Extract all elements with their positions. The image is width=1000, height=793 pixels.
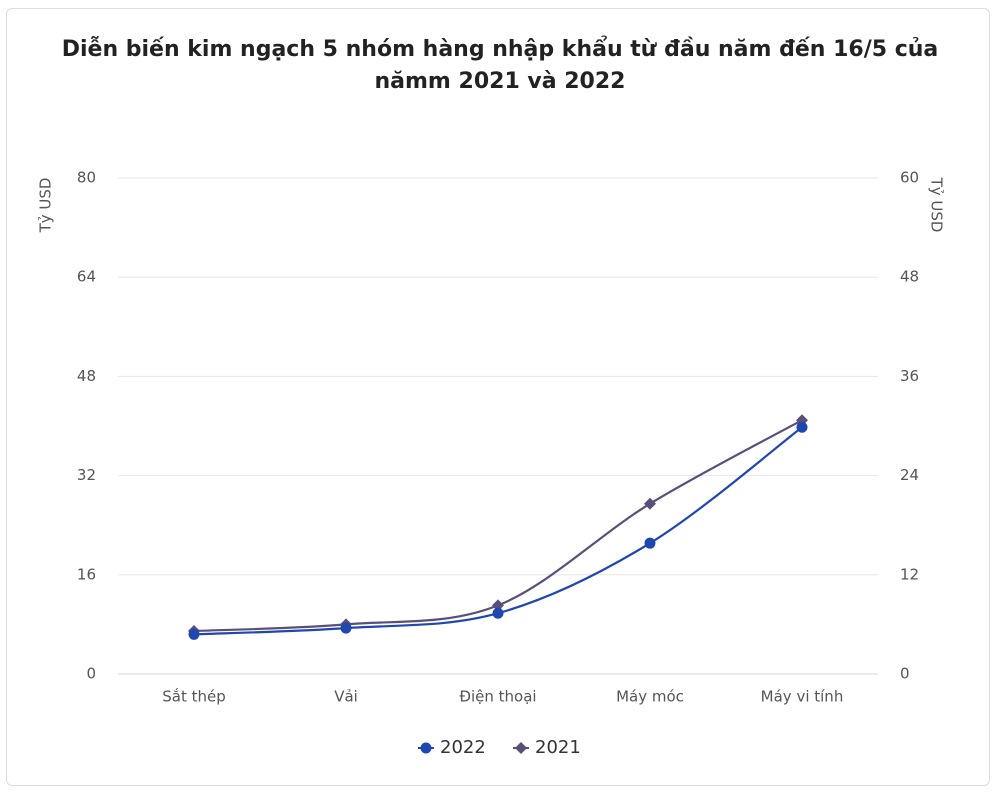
- point: [796, 421, 808, 433]
- chart-card: [6, 8, 990, 786]
- legend-label: 2021: [535, 737, 581, 758]
- y-tick-label: 64: [77, 268, 96, 286]
- y2-tick-label: 0: [900, 665, 910, 683]
- x-tick-label: Vải: [334, 688, 358, 706]
- point: [644, 497, 656, 510]
- chart-title: Diễn biến kim ngạch 5 nhóm hàng nhập khẩ…: [61, 37, 939, 94]
- y2-axis-title: Tỷ USD: [928, 177, 946, 233]
- point: [644, 537, 656, 549]
- point: [492, 607, 504, 619]
- y2-tick-label: 36: [900, 367, 919, 385]
- legend-label: 2022: [440, 737, 486, 758]
- y2-tick-label: 12: [900, 565, 919, 583]
- y2-tick-label: 48: [900, 268, 919, 286]
- y-tick-label: 80: [77, 169, 96, 187]
- x-tick-label: Sắt thép: [162, 688, 226, 706]
- y2-tick-label: 60: [900, 169, 919, 187]
- y-tick-label: 0: [86, 665, 96, 683]
- x-tick-label: Máy vi tính: [761, 688, 844, 706]
- x-tick-label: Máy móc: [616, 688, 684, 706]
- point: [492, 599, 504, 612]
- y-tick-label: 48: [77, 367, 96, 385]
- x-tick-label: Điện thoại: [459, 688, 536, 706]
- y-tick-label: 32: [77, 466, 96, 484]
- point: [340, 622, 352, 634]
- point: [188, 628, 200, 640]
- y-axis-title: Tỷ USD: [37, 178, 55, 234]
- y-tick-label: 16: [77, 565, 96, 583]
- y2-tick-label: 24: [900, 466, 919, 484]
